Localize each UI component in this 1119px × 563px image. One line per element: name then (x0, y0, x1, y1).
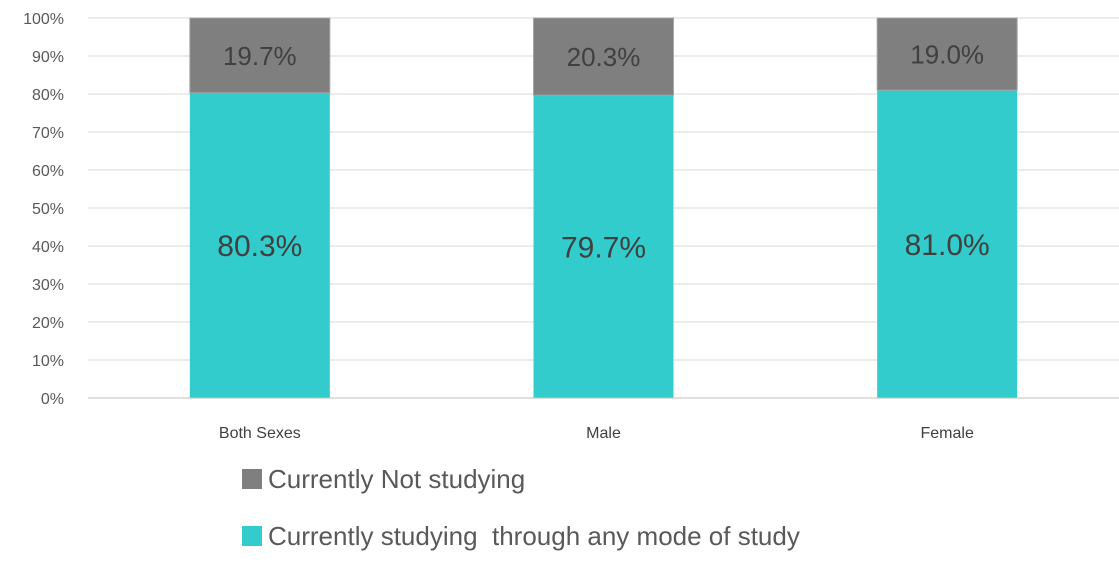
bar-segment-female-0 (877, 90, 1018, 398)
y-tick-label: 0% (41, 391, 64, 408)
y-tick-label: 30% (32, 277, 64, 294)
data-label: 80.3% (217, 230, 302, 263)
legend-swatch (242, 469, 262, 489)
data-label: 81.0% (905, 229, 990, 262)
y-axis: 0% 10% 20% 30% 40% 50% 60% 70% 80% 90% 100% (23, 11, 64, 408)
legend-label: Currently studying through any mode of s… (268, 521, 800, 551)
y-tick-label: 90% (32, 49, 64, 66)
y-tick-label: 80% (32, 87, 64, 104)
y-tick-label: 60% (32, 163, 64, 180)
x-tick-label: Male (586, 425, 621, 442)
legend-swatch (242, 526, 262, 546)
bar-segment-female-1 (876, 17, 1018, 91)
bar-segment-both-sexes-1 (189, 17, 331, 94)
y-tick-label: 20% (32, 315, 64, 332)
bar-segment-male-1 (533, 17, 674, 96)
legend: Currently Not studying Currently studying… (242, 464, 800, 551)
y-tick-label: 100% (23, 11, 64, 28)
bar-segment-male-0 (533, 95, 674, 398)
y-tick-label: 40% (32, 239, 64, 256)
data-label: 19.0% (910, 39, 984, 69)
x-tick-label: Both Sexes (219, 425, 301, 442)
y-tick-label: 10% (32, 353, 64, 370)
data-label: 79.7% (561, 231, 646, 264)
x-axis: Both Sexes Male Female (88, 397, 1119, 442)
data-label: 19.7% (223, 41, 297, 71)
y-tick-label: 70% (32, 125, 64, 142)
y-tick-label: 50% (32, 201, 64, 218)
x-tick-label: Female (920, 425, 973, 442)
legend-label: Currently Not studying (268, 464, 525, 494)
bars: 80.3% 19.7% 79.7% 20.3% 81.0% 19.0% (189, 17, 1018, 399)
bar-segment-both-sexes-0 (189, 92, 330, 399)
data-label: 20.3% (567, 42, 641, 72)
